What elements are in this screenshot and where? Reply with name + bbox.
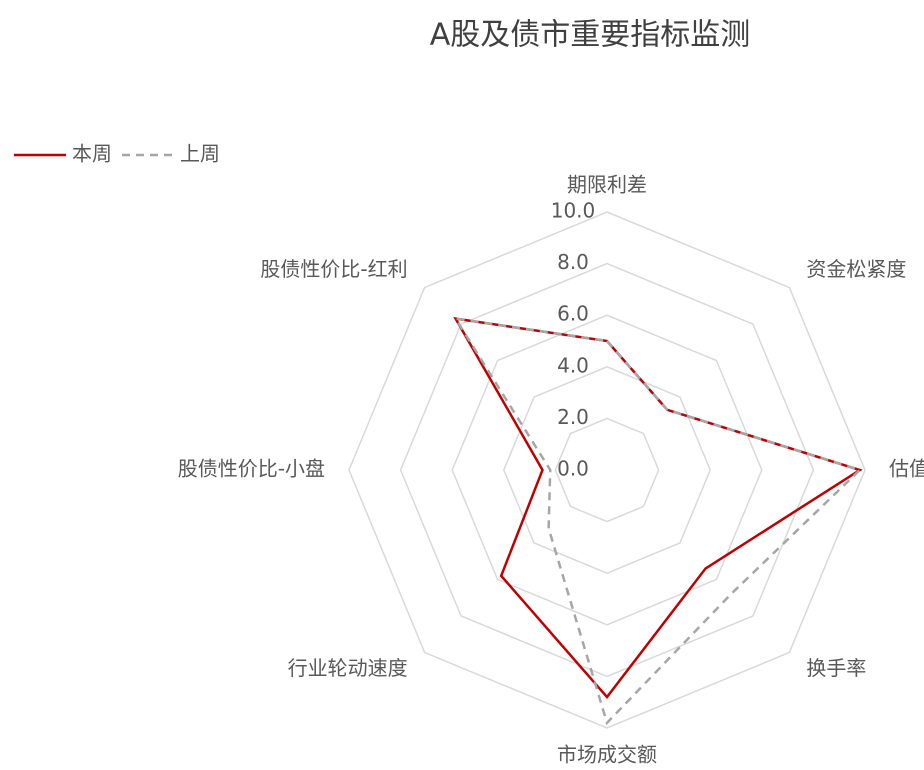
category-label: 股债性价比-红利 bbox=[260, 257, 407, 281]
category-label: 资金松紧度 bbox=[806, 257, 906, 281]
r-tick-label: 0.0 bbox=[557, 457, 589, 481]
legend-label: 本周 bbox=[72, 142, 112, 166]
r-tick-label: 10.0 bbox=[551, 199, 596, 223]
category-label: 换手率 bbox=[806, 656, 866, 680]
series-line bbox=[453, 316, 863, 726]
r-tick-label: 8.0 bbox=[557, 250, 589, 274]
r-tick-label: 6.0 bbox=[557, 302, 589, 326]
r-tick-label: 4.0 bbox=[557, 353, 589, 377]
series-line bbox=[453, 316, 863, 700]
grid-ring bbox=[451, 314, 763, 626]
category-label: 股债性价比-小盘 bbox=[178, 457, 325, 481]
grid-ring bbox=[399, 262, 815, 678]
category-label: 期限利差 bbox=[567, 173, 647, 197]
category-label: 市场成交额 bbox=[557, 743, 657, 767]
r-tick-label: 2.0 bbox=[557, 405, 589, 429]
category-label: 估值 bbox=[889, 457, 924, 481]
grid-ring bbox=[348, 211, 866, 729]
category-label: 行业轮动速度 bbox=[288, 656, 408, 680]
grid-ring bbox=[502, 365, 712, 575]
chart-title: A股及债市重要指标监测 bbox=[430, 18, 751, 53]
legend-label: 上周 bbox=[180, 142, 220, 166]
grid-ring bbox=[554, 417, 660, 523]
